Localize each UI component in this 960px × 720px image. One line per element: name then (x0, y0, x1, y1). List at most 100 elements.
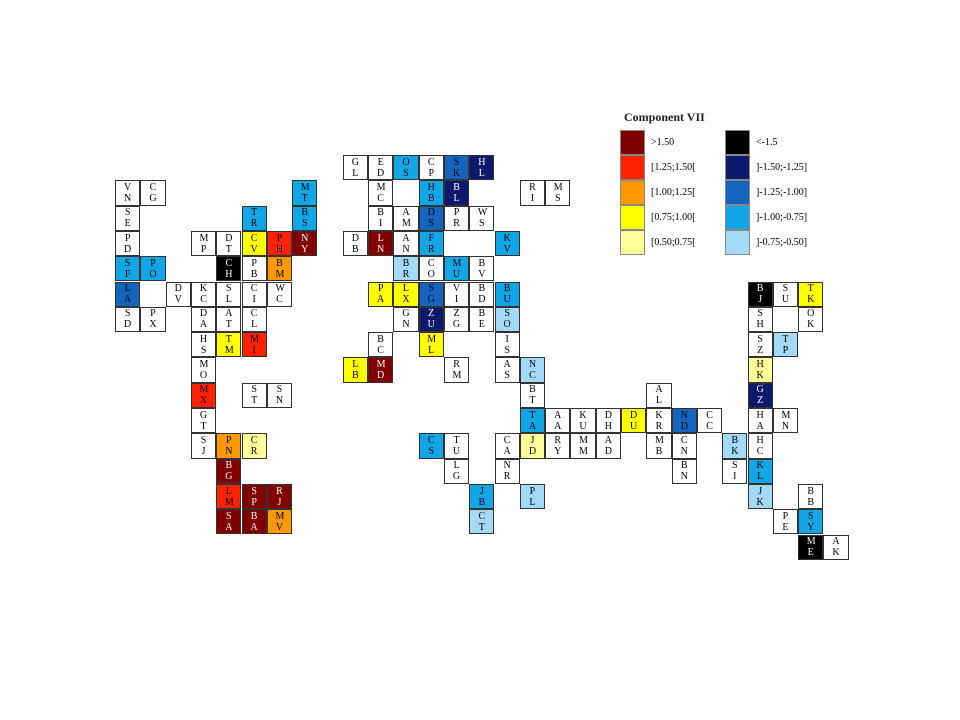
cell-code: SK (452, 156, 461, 179)
cell-code: BN (680, 460, 688, 483)
cell-code: DS (427, 207, 435, 230)
cell-code: MC (376, 181, 386, 204)
cell: VI (443, 281, 470, 307)
cell-code: VN (124, 181, 132, 204)
cell-code: NY (301, 232, 309, 255)
cell: RM (443, 357, 470, 383)
cell: SF (115, 256, 141, 282)
cell-code: ED (377, 156, 385, 179)
cell-code: BE (478, 308, 486, 331)
cell-code: AS (503, 359, 511, 382)
cell-code: AN (402, 232, 410, 255)
cell-code: MT (300, 181, 310, 204)
cell-code: SD (124, 308, 132, 331)
cell: LM (216, 483, 242, 510)
cell-code: TR (250, 207, 258, 230)
cell-code: ZG (452, 308, 461, 331)
cell: BI (368, 205, 394, 231)
cell-code: GZ (756, 384, 764, 407)
cell: MC (368, 180, 394, 206)
cell-code: MM (579, 434, 588, 457)
cell: GL (342, 155, 368, 181)
cell: BA (241, 509, 267, 535)
cell: TA (519, 408, 546, 434)
cell-code: RJ (276, 485, 283, 508)
cell: AL (646, 382, 672, 408)
cell-code: MD (376, 359, 386, 382)
cell-code: BT (529, 384, 536, 407)
cell-code: CO (427, 257, 435, 280)
cell: LN (368, 230, 394, 257)
cell-code: CA (503, 434, 511, 457)
cell-code: MU (452, 257, 462, 280)
cell: CG (140, 180, 166, 206)
cell-code: BC (377, 333, 384, 356)
cell: BC (368, 332, 394, 358)
cell: ED (368, 155, 394, 181)
cell: PE (772, 509, 799, 535)
cell-code: PR (453, 207, 460, 230)
cell: MI (241, 332, 267, 358)
legend-label: <-1.5 (756, 137, 778, 148)
cell: SJ (190, 433, 217, 459)
cell: MO (190, 357, 217, 383)
cell: TU (443, 433, 470, 459)
cell-code: SZ (757, 333, 764, 356)
cell-code: IS (504, 333, 510, 356)
cell: JB (469, 483, 495, 510)
cell: KR (646, 408, 672, 434)
cell-code: KL (756, 460, 764, 483)
cell: BG (216, 458, 242, 484)
cell: CS (418, 433, 444, 459)
cell: CV (241, 230, 267, 257)
cell-code: SP (251, 485, 257, 508)
cell: SI (722, 458, 748, 484)
cell-code: SI (732, 460, 738, 483)
cell: CL (241, 306, 267, 333)
legend-swatch (620, 230, 645, 255)
cell-code: AM (401, 207, 411, 230)
cell: CT (469, 509, 495, 535)
cell-code: RI (529, 181, 536, 204)
legend-label: >1.50 (651, 137, 675, 148)
cell-code: LX (402, 283, 410, 306)
cell-code: WC (275, 283, 285, 306)
cell-code: BA (250, 510, 258, 533)
cell: SE (115, 205, 141, 231)
legend-title: Component VII (624, 110, 705, 124)
cell-code: JK (756, 485, 764, 508)
cell: SK (443, 155, 470, 181)
cell: MS (545, 180, 571, 206)
cell-code: PA (377, 283, 385, 306)
cell: CP (418, 155, 444, 181)
cell: ST (241, 382, 267, 408)
cell: HK (747, 357, 773, 383)
cell: PA (368, 281, 394, 307)
cell: SH (747, 306, 773, 333)
cell: NR (494, 458, 520, 484)
cell: SN (266, 382, 293, 408)
cell: IS (494, 332, 520, 358)
cell: NY (292, 230, 318, 257)
cell: RY (545, 433, 571, 459)
cell: BE (469, 306, 495, 333)
cell-code: ME (806, 536, 816, 559)
cell: KL (747, 458, 773, 484)
cell-code: GN (402, 308, 410, 331)
cell-code: SY (807, 510, 815, 533)
cell: ZU (418, 306, 444, 333)
cell-code: TA (528, 409, 537, 432)
cell-code: AD (604, 434, 612, 457)
cell-code: LG (452, 460, 461, 483)
cell: MX (190, 382, 217, 408)
cell: HA (747, 408, 773, 434)
cell: VN (115, 180, 141, 206)
cell: HS (190, 332, 217, 358)
legend-swatch (725, 205, 750, 230)
cell-code: CC (706, 409, 713, 432)
cell: SG (418, 281, 444, 307)
legend-label: [0.75;1.00[ (651, 212, 696, 223)
cell-code: GT (199, 409, 208, 432)
cell-code: TU (452, 434, 461, 457)
cell: SL (216, 281, 242, 307)
